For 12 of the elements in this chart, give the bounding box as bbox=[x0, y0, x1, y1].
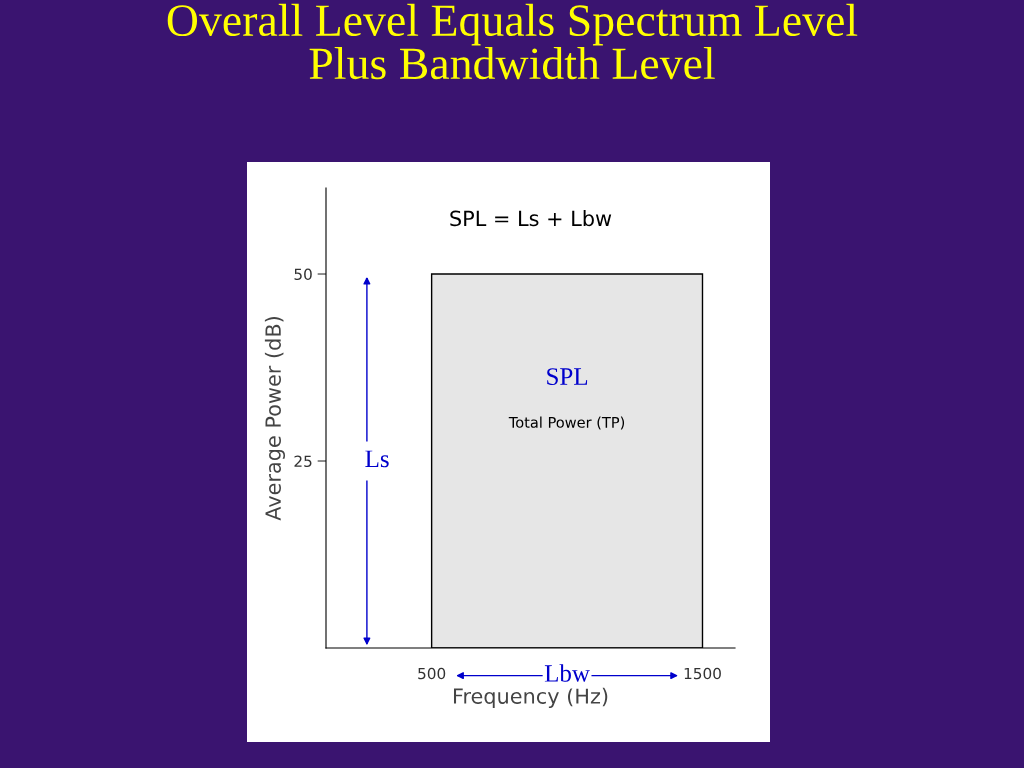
x-tick-label: 500 bbox=[418, 667, 446, 680]
y-axis-title: Average Power (dB) bbox=[264, 317, 286, 521]
annotation: SPL bbox=[547, 368, 588, 385]
y-tick-label: 25 bbox=[294, 455, 312, 468]
text: Lbw bbox=[544, 664, 590, 682]
y-tick-label: 50 bbox=[294, 268, 312, 281]
annotation: Ls bbox=[365, 450, 389, 468]
x-axis-title: Frequency (Hz) bbox=[453, 687, 608, 708]
annotation: Total Power (TP) bbox=[508, 416, 625, 430]
text: SPL = Ls + Lbw bbox=[450, 210, 612, 227]
x-tick-label: 1500 bbox=[684, 667, 721, 680]
chart-title: Overall Level Equals Spectrum Level Plus Bandwidth Level bbox=[167, 3, 858, 80]
